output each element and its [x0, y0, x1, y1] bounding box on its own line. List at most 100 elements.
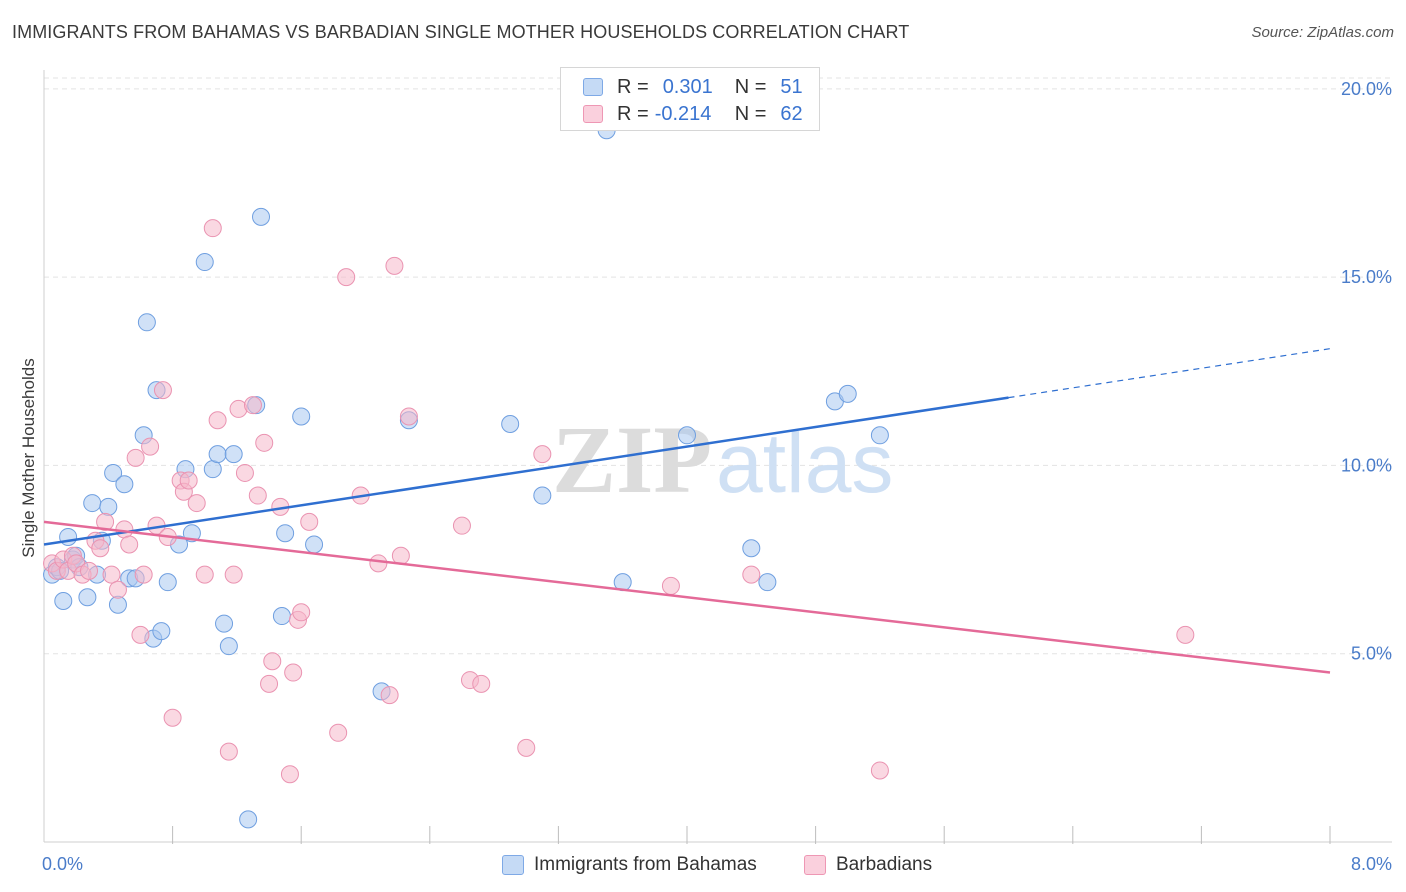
axes [43, 70, 1392, 844]
barbadian-trend-line [43, 520, 1331, 674]
barbadian-point [399, 407, 418, 426]
trend-lines [43, 348, 1331, 674]
bahamas-point [54, 591, 73, 610]
bottom-swatch-pink [804, 855, 826, 875]
bahamas-trend-line [43, 396, 1009, 546]
legend-swatch-blue [583, 78, 603, 96]
bahamas-point [78, 588, 97, 607]
barbadian-point [661, 576, 680, 595]
barbadian-point [102, 565, 121, 584]
barbadian-point [219, 742, 238, 761]
y-tick-label: 20.0% [1341, 79, 1392, 99]
bottom-legend-label: Immigrants from Bahamas [534, 854, 757, 875]
barbadian-point [517, 738, 536, 757]
barbadian-point [195, 565, 214, 584]
barbadian-point [369, 554, 388, 573]
legend-r-label: R = [617, 75, 649, 98]
bahamas-point [152, 622, 171, 641]
legend-r-value: 0.301 [662, 75, 713, 98]
bahamas-point [252, 207, 271, 226]
barbadian-point [380, 686, 399, 705]
bahamas-point [870, 426, 889, 445]
barbadian-point [742, 565, 761, 584]
bahamas-point [215, 614, 234, 633]
bahamas-point [104, 463, 123, 482]
barbadian-point [120, 535, 139, 554]
barbadian-point [280, 765, 299, 784]
barbadian-point [208, 411, 227, 430]
bottom-legend-barbadians: Barbadians [804, 852, 932, 878]
y-tick-label: 15.0% [1341, 267, 1392, 287]
barbadian-point [533, 445, 552, 464]
legend-r-label: R = [617, 102, 649, 125]
barbadian-point [1176, 625, 1195, 644]
barbadian-point [80, 561, 99, 580]
barbadian-point [153, 381, 172, 400]
barbadian-point [187, 494, 206, 513]
bahamas-point [115, 475, 134, 494]
x-tick-label: 0.0% [42, 854, 83, 874]
y-axis-label: Single Mother Households [19, 358, 38, 557]
bahamas-point [203, 460, 222, 479]
barbadian-point [329, 723, 348, 742]
bahamas-point [276, 524, 295, 543]
barbadian-point [263, 652, 282, 671]
bahamas-point [108, 595, 127, 614]
x-tick-label: 8.0% [1351, 854, 1392, 874]
barbadian-point [255, 433, 274, 452]
bahamas-point [99, 497, 118, 516]
bahamas-trend-extension [1008, 348, 1331, 399]
bottom-swatch-blue [502, 855, 524, 875]
barbadian-point [203, 219, 222, 238]
bahamas-point [758, 573, 777, 592]
legend-n-label: N = [734, 102, 767, 125]
chart-title: IMMIGRANTS FROM BAHAMAS VS BARBADIAN SIN… [12, 22, 910, 42]
barbadian-point [126, 448, 145, 467]
tick-labels: 5.0% 10.0% 15.0% 20.0% 0.0% 8.0% [42, 79, 1392, 874]
bahamas-point [292, 407, 311, 426]
bahamas-point [83, 494, 102, 513]
barbadian-point [260, 674, 279, 693]
bahamas-point [272, 607, 291, 626]
bahamas-point [158, 573, 177, 592]
bahamas-point [182, 524, 201, 543]
data-points [43, 121, 1195, 829]
barbadian-point [292, 603, 311, 622]
bahamas-point [137, 313, 156, 332]
barbadian-point [385, 256, 404, 275]
bahamas-point [208, 445, 227, 464]
barbadian-point [248, 486, 267, 505]
barbadian-point [300, 512, 319, 531]
bahamas-point [742, 539, 761, 558]
barbadian-point [284, 663, 303, 682]
bahamas-point [838, 384, 857, 403]
legend-swatch-pink [583, 105, 603, 123]
barbadian-point [179, 471, 198, 490]
barbadian-point [96, 512, 115, 531]
bottom-legend-label: Barbadians [836, 854, 933, 875]
bahamas-point [305, 535, 324, 554]
barbadian-point [235, 463, 254, 482]
bahamas-point [195, 253, 214, 272]
watermark: ZIP atlas [552, 406, 893, 513]
source-label: Source: ZipAtlas.com [1251, 24, 1394, 41]
barbadian-point [141, 437, 160, 456]
legend-n-value: 62 [780, 102, 803, 125]
barbadian-point [472, 674, 491, 693]
bahamas-point [239, 810, 258, 829]
watermark-zip: ZIP [552, 406, 712, 513]
grid-lines [44, 77, 1392, 655]
y-tick-label: 5.0% [1351, 644, 1392, 664]
barbadian-point [91, 539, 110, 558]
legend-n-label: N = [734, 75, 767, 98]
correlation-legend: R = 0.301 N = 51 R = -0.214 N = 62 [560, 67, 820, 131]
barbadian-point [391, 546, 410, 565]
legend-row-barbadians: R = -0.214 N = 62 [583, 101, 803, 127]
bahamas-point [224, 445, 243, 464]
barbadian-point [452, 516, 471, 535]
bahamas-point [219, 637, 238, 656]
bahamas-point [533, 486, 552, 505]
barbadian-point [337, 268, 356, 287]
legend-r-value: -0.214 [654, 102, 712, 125]
